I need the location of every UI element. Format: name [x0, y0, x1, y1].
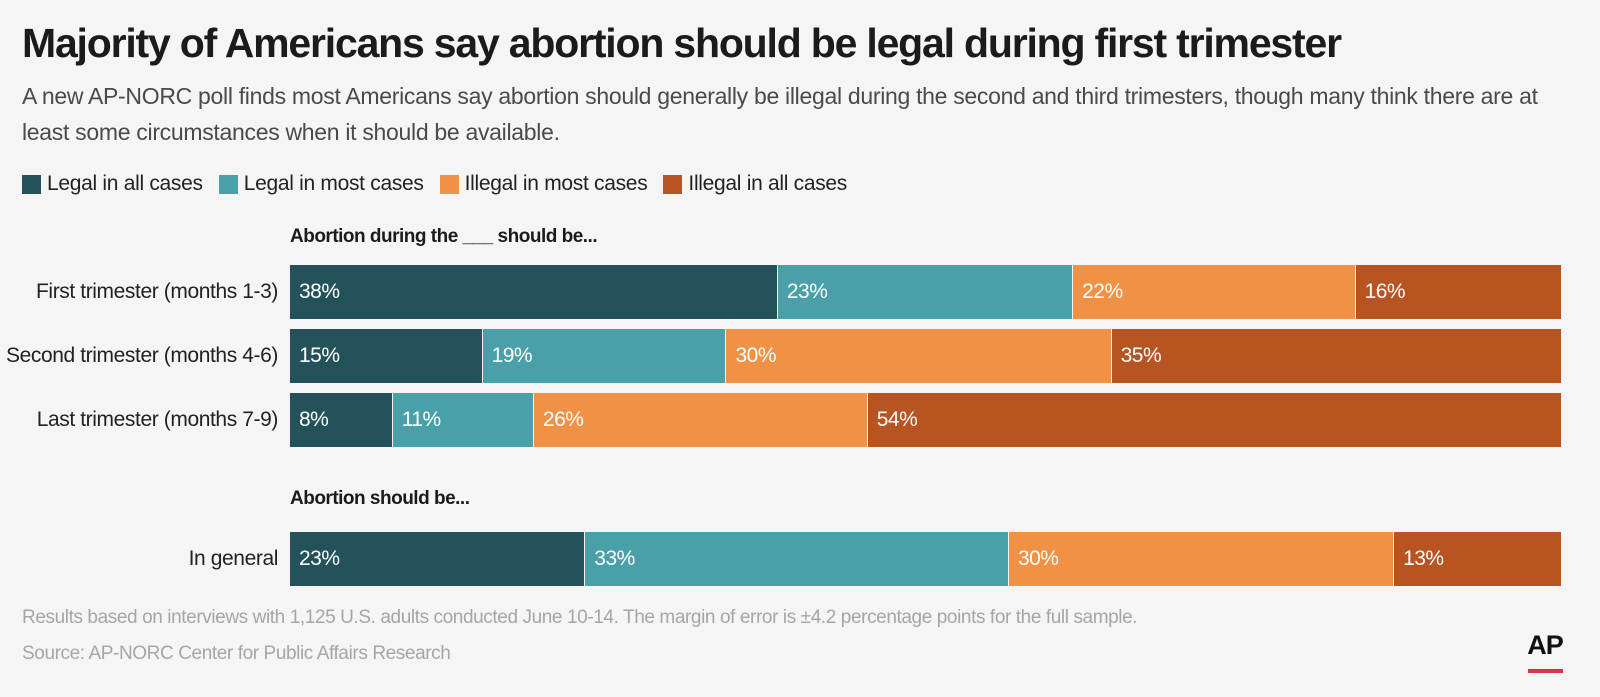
legend-label: Illegal in most cases [464, 172, 648, 195]
bar-segment: 30% [726, 329, 1112, 383]
category-label: In general [188, 547, 279, 570]
legend-label: Illegal in all cases [688, 172, 847, 195]
footnote: Results based on interviews with 1,125 U… [22, 607, 1138, 628]
data-label: 19% [491, 344, 533, 367]
bar-row: 8% 11% 26% 54% [290, 393, 1561, 447]
bar-segment: 13% [1394, 532, 1561, 586]
category-label: Last trimester (months 7-9) [36, 408, 279, 431]
bar-segment: 15% [290, 329, 483, 383]
bar-row: 38% 23% 22% 16% [290, 265, 1561, 319]
bar-segment: 23% [290, 532, 586, 586]
legend-item: Legal in all cases [22, 172, 203, 196]
legend-item: Illegal in all cases [663, 172, 847, 196]
data-label: 11% [401, 408, 441, 431]
data-label: 15% [299, 344, 340, 367]
bar-row: 15% 19% 30% 35% [290, 329, 1561, 383]
bar-segment: 11% [392, 393, 534, 447]
legend-swatch [439, 174, 459, 194]
data-label: 30% [735, 344, 777, 367]
legend-label: Legal in all cases [47, 172, 203, 195]
data-label: 13% [1403, 547, 1444, 570]
chart-subtitle: A new AP-NORC poll finds most Americans … [22, 83, 1538, 145]
category-label: Second trimester (months 4-6) [5, 344, 278, 367]
category-label: First trimester (months 1-3) [36, 280, 278, 303]
data-label: 22% [1082, 280, 1123, 303]
bar-segment: 30% [1008, 532, 1395, 586]
legend-item: Legal in most cases [218, 172, 424, 196]
ap-logo: AP [1527, 630, 1564, 660]
data-label: 23% [299, 547, 340, 570]
data-label: 35% [1120, 344, 1162, 367]
bar-segment: 33% [585, 532, 1009, 586]
data-label: 33% [594, 547, 635, 570]
legend-swatch [218, 174, 238, 194]
bar-segment: 38% [290, 265, 778, 319]
legend-swatch [22, 174, 41, 194]
bar-segment: 22% [1073, 265, 1356, 319]
bar-segment: 8% [290, 393, 393, 447]
bar-segment: 16% [1355, 265, 1561, 319]
group-label: Abortion should be... [290, 488, 470, 509]
legend: Legal in all cases Legal in most cases Ill… [22, 172, 863, 196]
legend-item: Illegal in most cases [439, 172, 648, 196]
bar-segment: 23% [777, 265, 1074, 319]
bar-segment: 26% [533, 393, 868, 447]
data-label: 16% [1364, 280, 1406, 303]
legend-swatch [663, 174, 683, 194]
data-label: 26% [542, 408, 584, 431]
data-label: 54% [876, 408, 918, 431]
bar-row: 23% 33% 30% 13% [290, 532, 1561, 586]
data-label: 30% [1017, 547, 1059, 570]
group-label: Abortion during the ___ should be... [290, 226, 598, 247]
legend-label: Legal in most cases [243, 172, 424, 195]
bar-segment: 19% [482, 329, 727, 383]
data-label: 23% [786, 280, 828, 303]
data-label: 38% [299, 280, 340, 303]
chart-title: Majority of Americans say abortion shoul… [22, 20, 1342, 66]
bar-segment: 35% [1111, 329, 1561, 383]
source-note: Source: AP-NORC Center for Public Affair… [22, 643, 451, 664]
data-label: 8% [299, 408, 329, 431]
ap-logo-underline [1528, 669, 1563, 673]
bar-segment: 54% [867, 393, 1561, 447]
